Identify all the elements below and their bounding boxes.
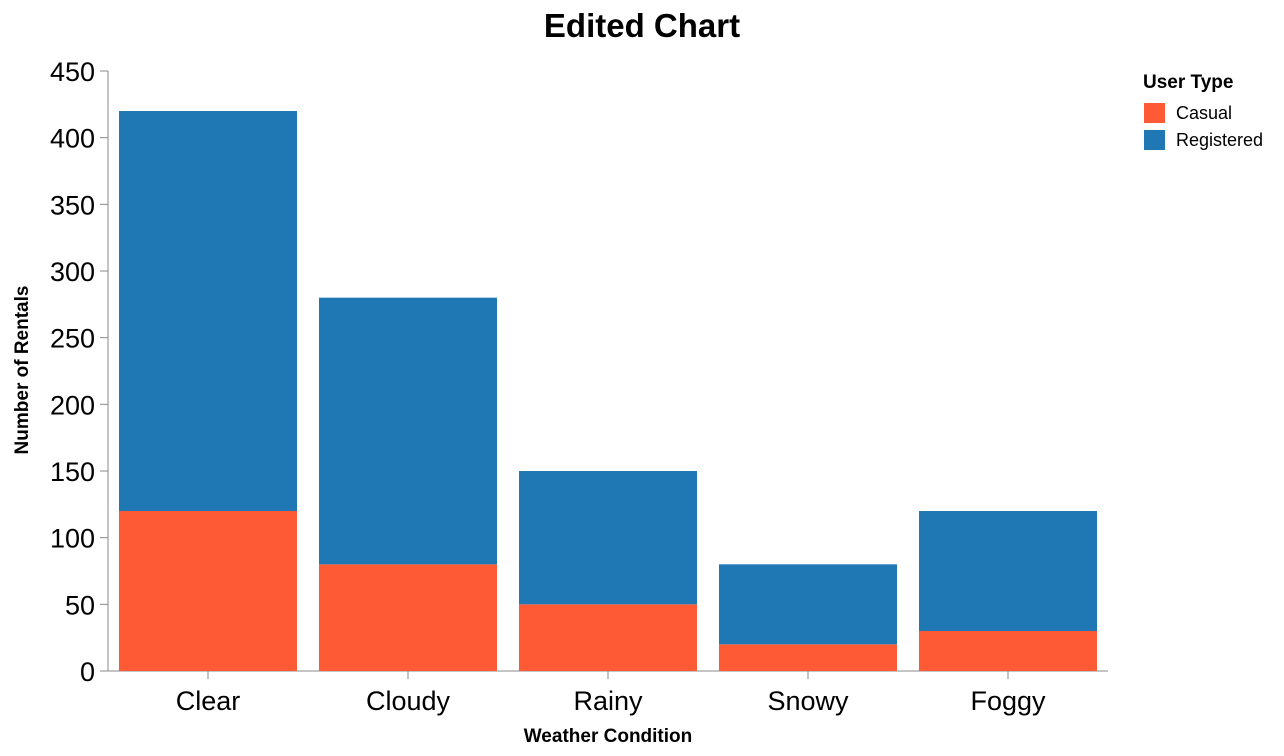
y-tick-label-200: 200 (50, 390, 95, 420)
x-tick-label-clear: Clear (176, 686, 241, 716)
y-tick-label-250: 250 (50, 324, 95, 354)
x-tick-label-rainy: Rainy (573, 686, 643, 716)
y-tick-label-450: 450 (50, 57, 95, 87)
x-axis: Clear Cloudy Rainy Snowy Foggy (108, 670, 1108, 716)
bar-foggy-casual (919, 631, 1097, 671)
y-tick-label-100: 100 (50, 524, 95, 554)
y-axis-title: Number of Rentals (12, 286, 33, 455)
y-tick-label-400: 400 (50, 124, 95, 154)
y-tick-label-300: 300 (50, 257, 95, 287)
x-axis-title: Weather Condition (524, 726, 693, 747)
bar-clear-registered (119, 111, 297, 511)
y-tick-label-50: 50 (65, 590, 95, 620)
bar-clear-casual (119, 511, 297, 671)
y-axis: 0 50 100 150 200 250 300 350 400 450 (50, 57, 109, 687)
bar-rainy-casual (519, 604, 697, 671)
x-tick-label-foggy: Foggy (970, 686, 1046, 716)
bar-snowy-casual (719, 644, 897, 671)
bars-group (119, 111, 1097, 671)
bar-foggy-registered (919, 511, 1097, 631)
bar-rainy-registered (519, 471, 697, 605)
legend-label-registered: Registered (1176, 130, 1263, 150)
y-tick-label-150: 150 (50, 457, 95, 487)
bar-snowy-registered (719, 564, 897, 645)
legend-swatch-casual (1144, 103, 1165, 123)
legend: User Type Casual Registered (1143, 72, 1263, 150)
x-tick-label-snowy: Snowy (767, 686, 849, 716)
bar-cloudy-registered (319, 297, 497, 565)
chart-title: Edited Chart (544, 7, 740, 44)
y-tick-label-350: 350 (50, 190, 95, 220)
y-tick-label-0: 0 (80, 657, 95, 687)
legend-title: User Type (1143, 72, 1233, 93)
x-tick-label-cloudy: Cloudy (366, 686, 451, 716)
bar-cloudy-casual (319, 564, 497, 671)
legend-swatch-registered (1144, 130, 1165, 150)
legend-label-casual: Casual (1176, 103, 1232, 123)
